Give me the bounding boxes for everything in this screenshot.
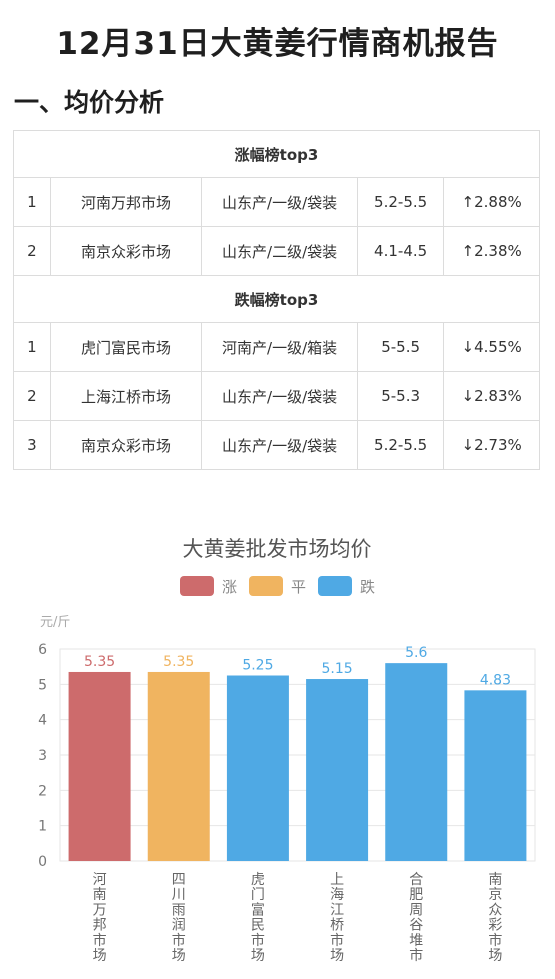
- origin-cell: 山东产/一级/袋装: [201, 371, 358, 421]
- ranking-table: 涨幅榜top3 1 河南万邦市场 山东产/一级/袋装 5.2-5.5 ↑2.88…: [13, 130, 540, 470]
- table-row: 1 河南万邦市场 山东产/一级/袋装 5.2-5.5 ↑2.88%: [13, 177, 540, 227]
- origin-cell: 河南产/一级/箱装: [201, 322, 358, 372]
- y-tick-label: 5: [38, 677, 47, 693]
- legend-label: 平: [291, 578, 306, 596]
- table-row: 1 虎门富民市场 河南产/一级/箱装 5-5.5 ↓4.55%: [13, 322, 540, 372]
- x-tick-label: 虎门富民市场: [251, 872, 265, 964]
- rise-group-title: 涨幅榜top3: [13, 130, 540, 178]
- fall-group-header: 跌幅榜top3: [13, 275, 540, 323]
- price-bar-chart: 大黄姜批发市场均价 涨平跌 元/斤 0123456 5.35 5.35 5.25 5.…: [38, 537, 536, 964]
- bar-value-label: 5.15: [321, 661, 352, 677]
- price-cell: 5.2-5.5: [356, 177, 445, 227]
- y-axis-unit-label: 元/斤: [40, 615, 70, 630]
- section-title: 一、均价分析: [14, 88, 165, 117]
- x-axis-labels: 河南万邦市场 四川雨润市场 虎门富民市场 上海江桥市场 合肥周谷堆市 南京众彩市场: [93, 872, 503, 964]
- chart-title: 大黄姜批发市场均价: [183, 537, 372, 561]
- bar-value-label: 5.25: [242, 658, 273, 674]
- rank-cell: 2: [13, 371, 51, 421]
- change-cell: ↑2.88%: [443, 177, 540, 227]
- y-tick-label: 3: [38, 748, 47, 764]
- y-axis-ticks: 0 1 2 3 4 5 6: [38, 642, 47, 870]
- change-cell: ↓2.83%: [443, 371, 540, 421]
- bar: [68, 671, 131, 861]
- origin-cell: 山东产/二级/袋装: [201, 226, 358, 276]
- rank-cell: 2: [13, 226, 51, 276]
- legend-swatch: [180, 576, 214, 596]
- x-tick-label: 上海江桥市场: [330, 872, 344, 964]
- legend-label: 跌: [360, 578, 375, 596]
- table-row: 2 南京众彩市场 山东产/二级/袋装 4.1-4.5 ↑2.38%: [13, 226, 540, 276]
- bar-value-label: 4.83: [480, 672, 511, 688]
- y-tick-label: 2: [38, 783, 47, 799]
- rise-group-header: 涨幅榜top3: [13, 130, 540, 178]
- legend-swatch: [318, 576, 352, 596]
- change-cell: ↑2.38%: [443, 226, 540, 276]
- table-row: 2 上海江桥市场 山东产/一级/袋装 5-5.3 ↓2.83%: [13, 371, 540, 421]
- y-tick-label: 4: [38, 713, 47, 729]
- x-tick-label: 河南万邦市场: [93, 872, 107, 964]
- market-cell: 南京众彩市场: [49, 420, 203, 470]
- bar: [147, 671, 210, 861]
- bar-value-label: 5.6: [405, 645, 427, 661]
- y-tick-label: 6: [38, 642, 47, 658]
- legend-label: 涨: [222, 578, 237, 596]
- origin-cell: 山东产/一级/袋装: [201, 420, 358, 470]
- chart-legend: 涨平跌: [180, 576, 375, 596]
- x-tick-label: 南京众彩市场: [488, 872, 502, 964]
- price-cell: 5-5.5: [356, 322, 445, 372]
- market-cell: 南京众彩市场: [49, 226, 203, 276]
- x-tick-label: 四川雨润市场: [172, 872, 186, 964]
- chart-grid: [59, 648, 536, 862]
- legend-swatch: [249, 576, 283, 596]
- change-cell: ↓2.73%: [443, 420, 540, 470]
- price-cell: 4.1-4.5: [356, 226, 445, 276]
- bar-value-label: 5.35: [163, 654, 194, 670]
- bar: [464, 690, 527, 861]
- chart-bars: 5.35 5.35 5.25 5.15 5.6 4.83: [68, 645, 527, 861]
- x-tick-label: 合肥周谷堆市: [409, 872, 423, 964]
- bar: [385, 663, 448, 861]
- table-row: 3 南京众彩市场 山东产/一级/袋装 5.2-5.5 ↓2.73%: [13, 420, 540, 470]
- price-cell: 5.2-5.5: [356, 420, 445, 470]
- rank-cell: 1: [13, 322, 51, 372]
- rank-cell: 3: [13, 420, 51, 470]
- price-cell: 5-5.3: [356, 371, 445, 421]
- origin-cell: 山东产/一级/袋装: [201, 177, 358, 227]
- fall-group-title: 跌幅榜top3: [13, 275, 540, 323]
- bar: [306, 679, 369, 861]
- y-tick-label: 1: [38, 819, 47, 835]
- bar-value-label: 5.35: [84, 654, 115, 670]
- rank-cell: 1: [13, 177, 51, 227]
- change-cell: ↓4.55%: [443, 322, 540, 372]
- market-cell: 虎门富民市场: [49, 322, 203, 372]
- market-cell: 上海江桥市场: [49, 371, 203, 421]
- bar: [226, 675, 289, 861]
- market-cell: 河南万邦市场: [49, 177, 203, 227]
- page-title: 12月31日大黄姜行情商机报告: [56, 26, 499, 62]
- y-tick-label: 0: [38, 854, 47, 870]
